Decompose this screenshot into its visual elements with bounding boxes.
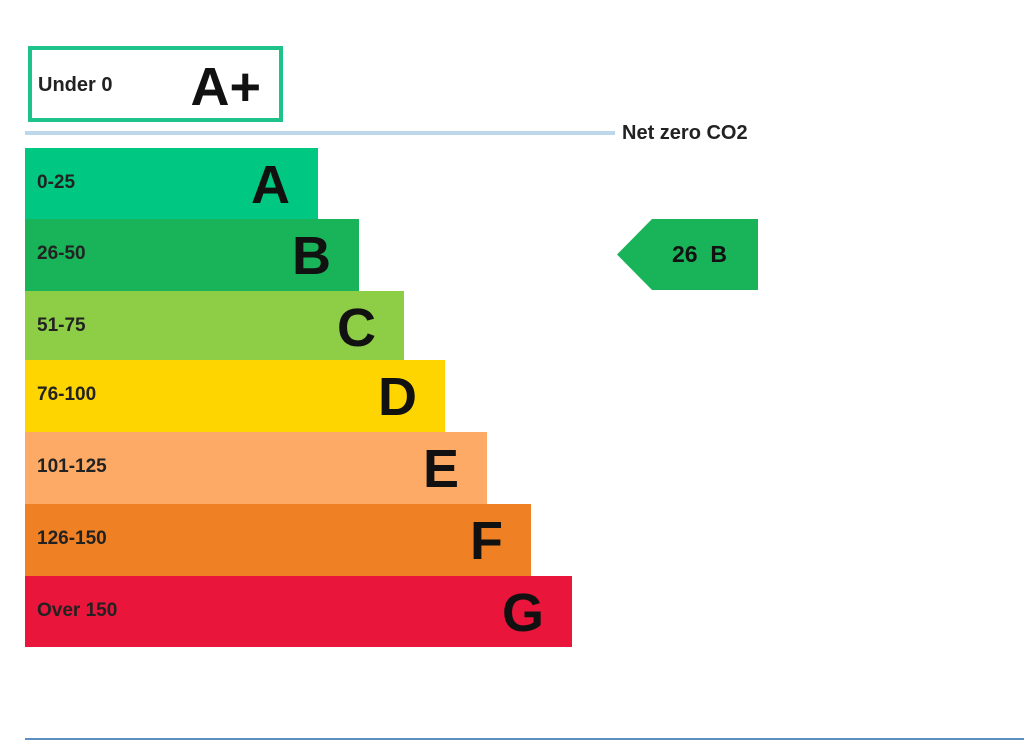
band-range: 126-150 [37,528,107,549]
band-range: 51-75 [37,315,86,336]
band-letter: G [501,583,544,643]
band-letter: B [292,226,331,286]
band-range: 0-25 [37,172,76,193]
band-e: 101-125 E [25,432,487,504]
band-range: Over 150 [37,600,118,621]
band-letter: A+ [190,57,261,117]
band-range: Under 0 [38,74,113,96]
band-range: 101-125 [37,456,107,477]
band-a: 0-25 A [25,148,318,219]
bottom-rule [25,738,1024,740]
band-letter: E [422,439,459,499]
band-range: 76-100 [37,384,97,405]
band-g: Over 150 G [25,576,572,647]
net-zero-line [25,131,615,135]
current-rating-label: 26 B [672,241,727,267]
current-rating-arrow: 26 B [617,219,758,290]
band-range: 26-50 [37,243,86,264]
band-letter: D [378,367,417,427]
band-f: 126-150 F [25,504,531,576]
band-b: 26-50 B [25,219,359,291]
band-letter: A [251,155,290,215]
band-c: 51-75 C [25,291,404,360]
band-letter: F [470,511,503,571]
band-a-plus: Under 0 A+ [28,46,283,122]
net-zero-label: Net zero CO2 [622,122,748,144]
band-d: 76-100 D [25,360,445,432]
band-letter: C [337,298,376,358]
